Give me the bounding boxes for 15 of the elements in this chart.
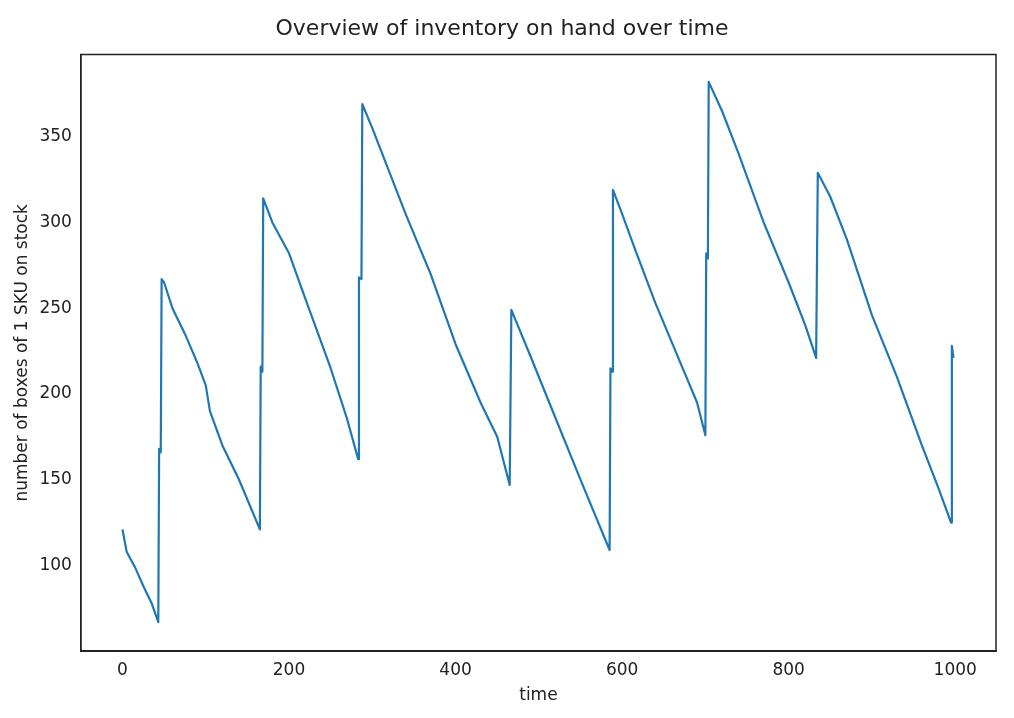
x-tick-label: 600 — [605, 658, 639, 679]
x-tick-label: 0 — [117, 658, 128, 679]
y-tick-label: 150 — [39, 468, 72, 489]
x-tick-label: 800 — [772, 658, 805, 679]
x-axis-title: time — [519, 684, 558, 705]
y-tick-label: 100 — [39, 553, 72, 574]
x-tick-label: 1000 — [933, 658, 977, 679]
chart-title: Overview of inventory on hand over time — [275, 14, 729, 40]
y-tick-label: 250 — [39, 296, 72, 317]
y-tick-label: 200 — [39, 382, 72, 403]
y-tick-label: 350 — [39, 125, 72, 146]
y-axis-title: number of boxes of 1 SKU on stock — [10, 203, 31, 502]
x-tick-label: 400 — [439, 658, 472, 679]
y-tick-label: 300 — [39, 210, 72, 231]
x-tick-label: 200 — [272, 658, 306, 679]
